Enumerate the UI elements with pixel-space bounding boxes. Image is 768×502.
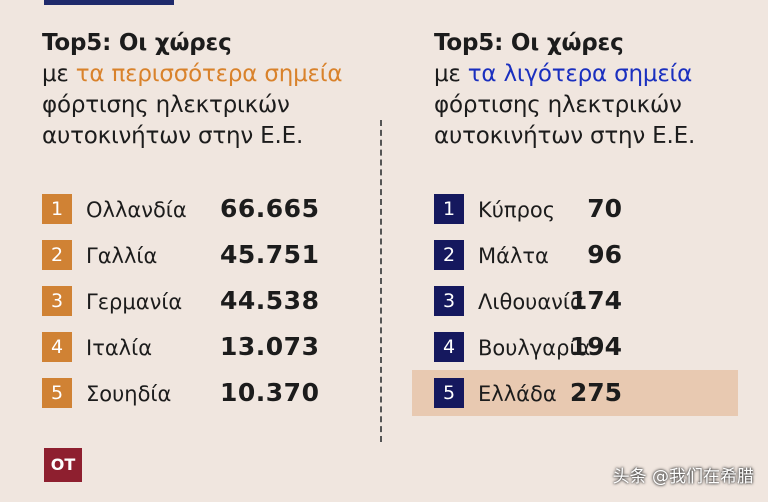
right-charging-points-value: 194 bbox=[569, 332, 622, 361]
left-charging-points-value: 13.073 bbox=[220, 332, 320, 361]
right-charging-points-value: 275 bbox=[569, 378, 622, 407]
right-country-name: Βουλγαρία bbox=[478, 336, 591, 360]
right-country-name: Λιθουανία bbox=[478, 290, 584, 314]
right-title-line4: αυτοκινήτων στην Ε.Ε. bbox=[434, 123, 696, 149]
left-charging-points-value: 44.538 bbox=[220, 286, 320, 315]
left-charging-points-value: 45.751 bbox=[220, 240, 320, 269]
right-country-name: Ελλάδα bbox=[478, 382, 557, 406]
most-charging-points-panel: Top5: Οι χώρες με τα περισσότερα σημεία … bbox=[42, 28, 372, 408]
left-rank-badge: 2 bbox=[42, 240, 72, 270]
watermark-text: 头条 @我们在希腊 bbox=[612, 467, 754, 487]
right-ranking-list: 1 Κύπρος 70 2 Μάλτα 96 3 Λιθουανία 174 4 Βουλγαρία… bbox=[412, 190, 764, 420]
left-title-line4: αυτοκινήτων στην Ε.Ε. bbox=[42, 123, 304, 149]
left-charging-points-value: 66.665 bbox=[220, 194, 320, 223]
left-row-5: 5 Σουηδία 10.370 bbox=[42, 374, 372, 420]
top-accent-bar bbox=[44, 0, 174, 5]
left-title-line3: φόρτισης ηλεκτρικών bbox=[42, 92, 290, 118]
left-country-name: Γαλλία bbox=[86, 244, 158, 268]
left-title-line1: Top5: Οι χώρες bbox=[42, 30, 232, 56]
right-rank-badge: 2 bbox=[434, 240, 464, 270]
left-country-name: Γερμανία bbox=[86, 290, 183, 314]
right-row-4: 4 Βουλγαρία 194 bbox=[434, 328, 764, 374]
dashed-divider bbox=[380, 120, 382, 442]
right-rank-badge: 1 bbox=[434, 194, 464, 224]
right-country-name: Κύπρος bbox=[478, 198, 556, 222]
right-charging-points-value: 96 bbox=[587, 240, 622, 269]
left-rank-badge: 4 bbox=[42, 332, 72, 362]
right-title-line1: Top5: Οι χώρες bbox=[434, 30, 624, 56]
right-charging-points-value: 174 bbox=[569, 286, 622, 315]
right-title-line3: φόρτισης ηλεκτρικών bbox=[434, 92, 682, 118]
right-rank-badge: 5 bbox=[434, 378, 464, 408]
left-title-highlight: τα περισσότερα σημεία bbox=[75, 61, 343, 87]
left-title: Top5: Οι χώρες με τα περισσότερα σημεία … bbox=[42, 28, 372, 152]
right-row-5: 5 Ελλάδα 275 bbox=[412, 370, 764, 420]
right-rank-badge: 3 bbox=[434, 286, 464, 316]
left-ranking-list: 1 Ολλανδία 66.665 2 Γαλλία 45.751 3 Γερμανία 44.… bbox=[42, 190, 372, 420]
right-row-3: 3 Λιθουανία 174 bbox=[434, 282, 764, 328]
left-title-prefix: με bbox=[42, 61, 76, 87]
left-rank-badge: 5 bbox=[42, 378, 72, 408]
right-row-1: 1 Κύπρος 70 bbox=[434, 190, 764, 236]
left-row-4: 4 Ιταλία 13.073 bbox=[42, 328, 372, 374]
right-country-name: Μάλτα bbox=[478, 244, 549, 268]
left-row-3: 3 Γερμανία 44.538 bbox=[42, 282, 372, 328]
fewest-charging-points-panel: Top5: Οι χώρες με τα λιγότερα σημεία φόρ… bbox=[412, 28, 754, 416]
right-rank-badge: 4 bbox=[434, 332, 464, 362]
left-country-name: Ιταλία bbox=[86, 336, 153, 360]
right-title-prefix: με bbox=[434, 61, 468, 87]
right-title-line2: με τα λιγότερα σημεία bbox=[434, 59, 754, 90]
left-rank-badge: 1 bbox=[42, 194, 72, 224]
left-row-2: 2 Γαλλία 45.751 bbox=[42, 236, 372, 282]
left-title-line2: με τα περισσότερα σημεία bbox=[42, 59, 372, 90]
right-charging-points-value: 70 bbox=[587, 194, 622, 223]
left-country-name: Σουηδία bbox=[86, 382, 172, 406]
right-title-highlight: τα λιγότερα σημεία bbox=[467, 61, 693, 87]
left-charging-points-value: 10.370 bbox=[220, 378, 320, 407]
right-title: Top5: Οι χώρες με τα λιγότερα σημεία φόρ… bbox=[434, 28, 754, 152]
ot-logo: OT bbox=[44, 448, 82, 482]
left-row-1: 1 Ολλανδία 66.665 bbox=[42, 190, 372, 236]
right-row-2: 2 Μάλτα 96 bbox=[434, 236, 764, 282]
left-rank-badge: 3 bbox=[42, 286, 72, 316]
left-country-name: Ολλανδία bbox=[86, 198, 187, 222]
